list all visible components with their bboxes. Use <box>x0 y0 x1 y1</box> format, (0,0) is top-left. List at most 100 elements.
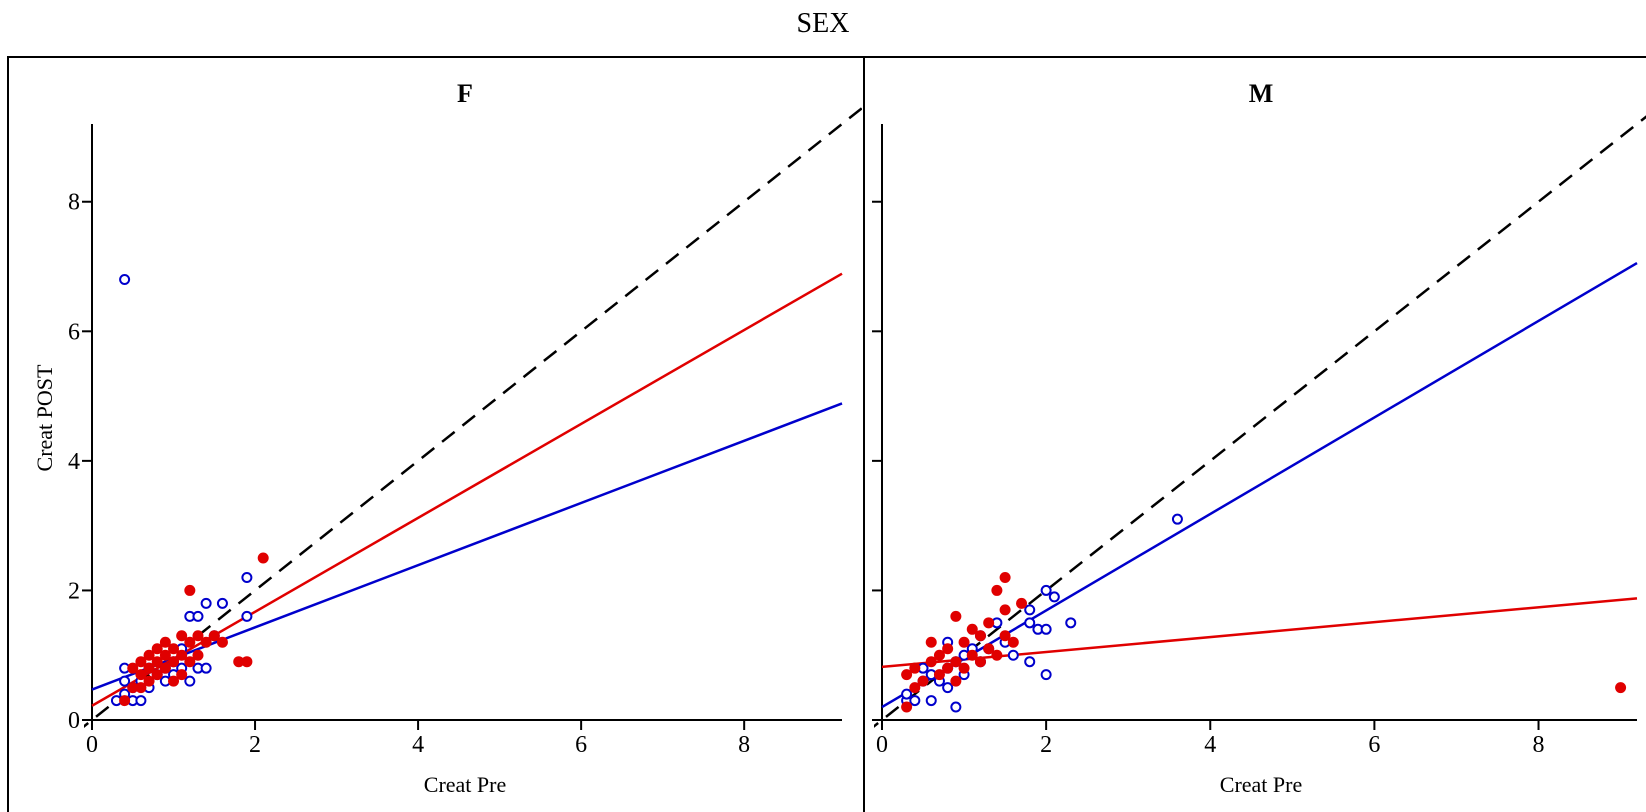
filled-data-point <box>200 636 212 648</box>
open-data-point <box>192 610 204 622</box>
filled-data-point <box>143 662 155 674</box>
filled-data-point <box>974 656 986 668</box>
filled-data-point <box>184 636 196 648</box>
y-tick-label: 8 <box>68 190 80 216</box>
filled-data-point <box>257 552 269 564</box>
filled-data-point <box>127 662 139 674</box>
panel-m: M Creat Pre 0 2 4 6 8 <box>863 56 1646 812</box>
filled-data-point <box>143 649 155 661</box>
open-data-point <box>1040 669 1052 681</box>
filled-data-point <box>176 669 188 681</box>
filled-data-point <box>950 610 962 622</box>
filled-data-point <box>184 656 196 668</box>
open-data-point <box>950 701 962 713</box>
filled-data-point <box>184 584 196 596</box>
filled-data-point <box>925 656 937 668</box>
filled-data-point <box>909 682 921 694</box>
x-tick-label: 0 <box>86 732 98 758</box>
x-tick-label: 6 <box>1368 732 1380 758</box>
filled-data-point <box>999 630 1011 642</box>
filled-data-point <box>901 701 913 713</box>
filled-data-point <box>983 617 995 629</box>
filled-data-point <box>966 623 978 635</box>
open-data-point <box>1024 656 1036 668</box>
filled-data-point <box>1615 682 1627 694</box>
open-data-point <box>200 597 212 609</box>
open-data-point <box>119 273 131 285</box>
open-data-point <box>135 695 147 707</box>
filled-data-point <box>151 669 163 681</box>
x-axis-label: Creat Pre <box>1220 772 1302 797</box>
x-tick-label: 4 <box>412 732 424 758</box>
open-data-point <box>1040 623 1052 635</box>
open-data-point <box>119 675 131 687</box>
filled-data-point <box>135 682 147 694</box>
filled-data-point <box>942 662 954 674</box>
x-axis-label: Creat Pre <box>424 772 506 797</box>
filled-data-point <box>999 571 1011 583</box>
filled-data-point <box>176 630 188 642</box>
open-data-point <box>241 610 253 622</box>
open-data-point <box>925 695 937 707</box>
filled-data-point <box>958 662 970 674</box>
open-data-point <box>901 688 913 700</box>
filled-data-point <box>168 656 180 668</box>
open-data-point <box>1007 649 1019 661</box>
y-axis-label: Creat POST <box>32 364 57 472</box>
filled-data-point <box>233 656 245 668</box>
filled-data-point <box>991 584 1003 596</box>
x-tick-label: 6 <box>575 732 587 758</box>
y-tick-label: 4 <box>68 449 80 475</box>
open-data-point <box>909 695 921 707</box>
filled-data-point <box>901 669 913 681</box>
filled-data-point <box>216 636 228 648</box>
filled-data-point <box>999 604 1011 616</box>
plot-area <box>84 106 862 728</box>
x-tick-label: 4 <box>1204 732 1216 758</box>
filled-data-point <box>942 643 954 655</box>
filled-data-point <box>925 636 937 648</box>
chart-title: SEX <box>797 8 850 39</box>
x-tick-label: 2 <box>1040 732 1052 758</box>
filled-data-point <box>950 656 962 668</box>
filled-data-point <box>151 656 163 668</box>
filled-data-point <box>909 662 921 674</box>
open-data-point <box>184 675 196 687</box>
panel-title: F <box>457 79 473 108</box>
filled-data-point <box>151 643 163 655</box>
x-tick-label: 0 <box>876 732 888 758</box>
filled-data-point <box>135 669 147 681</box>
filled-data-point <box>159 662 171 674</box>
filled-data-point <box>168 675 180 687</box>
open-data-point <box>1040 584 1052 596</box>
open-data-point <box>241 571 253 583</box>
open-data-point <box>1048 591 1060 603</box>
open-data-point <box>200 662 212 674</box>
y-tick-label: 6 <box>68 319 80 345</box>
y-tick-label: 2 <box>68 578 80 604</box>
x-tick-label: 2 <box>249 732 261 758</box>
filled-data-point <box>991 649 1003 661</box>
open-data-point <box>1171 513 1183 525</box>
open-series-fit-line <box>881 261 1638 709</box>
panel-title: M <box>1249 79 1274 108</box>
y-tick-label: 0 <box>68 708 80 734</box>
filled-data-point <box>143 675 155 687</box>
filled-data-point <box>176 649 188 661</box>
panel-frame <box>863 56 1646 812</box>
open-data-point <box>1024 617 1036 629</box>
filled-data-point <box>159 649 171 661</box>
filled-data-point <box>192 649 204 661</box>
filled-data-point <box>933 649 945 661</box>
filled-data-point <box>917 675 929 687</box>
filled-data-point <box>192 630 204 642</box>
filled-data-point <box>983 643 995 655</box>
filled-data-point <box>135 656 147 668</box>
filled-data-point <box>933 669 945 681</box>
filled-data-point <box>119 695 131 707</box>
filled-data-point <box>974 630 986 642</box>
open-data-point <box>1065 617 1077 629</box>
filled-data-point <box>950 675 962 687</box>
x-tick-label: 8 <box>1533 732 1545 758</box>
